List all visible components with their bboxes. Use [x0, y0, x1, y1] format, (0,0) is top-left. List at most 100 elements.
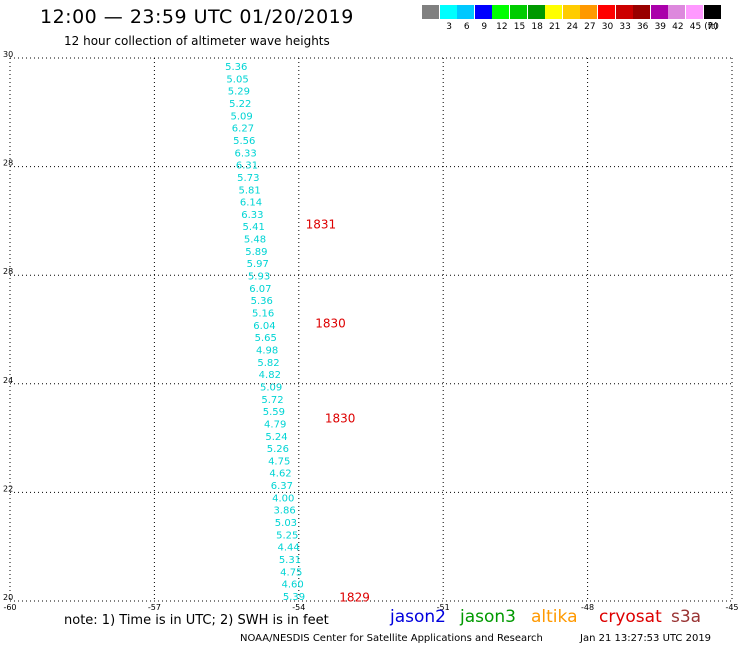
- scale-swatch: [686, 5, 703, 19]
- wave-height-value: 6.31: [236, 161, 258, 172]
- scale-swatch: [703, 5, 721, 19]
- wave-height-value: 6.33: [234, 148, 256, 159]
- wave-height-value: 4.79: [264, 419, 286, 430]
- lon-tick-label: -45: [725, 603, 738, 612]
- scale-tick-label: 6: [463, 22, 470, 32]
- satellite-legend-cryosat: cryosat: [599, 607, 662, 627]
- scale-swatch: [457, 5, 475, 19]
- scale-tick-label: 33: [619, 22, 631, 32]
- scale-tick-label: 70: [707, 22, 719, 32]
- wave-height-value: 4.00: [272, 493, 294, 504]
- wave-height-value: 5.16: [252, 309, 274, 320]
- wave-height-value: 5.97: [247, 259, 269, 270]
- scale-tick-label: 21: [548, 22, 561, 32]
- scale-tick-label: 18: [531, 22, 543, 32]
- pass-time-label: 1829: [339, 591, 370, 605]
- credit-line: NOAA/NESDIS Center for Satellite Applica…: [240, 633, 543, 644]
- satellite-legend-jason2: jason2: [390, 607, 446, 627]
- lon-tick-label: -48: [581, 603, 594, 612]
- wave-height-value: 5.56: [233, 136, 255, 147]
- wave-height-value: 5.59: [263, 407, 285, 418]
- wave-height-value: 5.48: [244, 235, 266, 246]
- scale-swatch: [615, 5, 633, 19]
- wave-height-value: 6.07: [249, 284, 271, 295]
- scale-swatch: [474, 5, 492, 19]
- scale-tick-label: 24: [566, 22, 579, 32]
- wave-height-value: 5.25: [276, 530, 298, 541]
- wave-height-value: 5.65: [255, 333, 277, 344]
- scale-tick-label: 30: [601, 22, 614, 32]
- wave-height-value: 5.26: [267, 444, 289, 455]
- wave-height-value: 5.29: [228, 87, 250, 98]
- wave-height-value: 4.98: [256, 345, 278, 356]
- wave-height-value: 3.86: [273, 506, 295, 517]
- scale-tick-label: 12: [496, 22, 508, 32]
- footer-note: note: 1) Time is in UTC; 2) SWH is in fe…: [64, 613, 329, 628]
- pass-time-label: 1831: [306, 218, 337, 232]
- wave-height-value: 5.09: [260, 382, 282, 393]
- page-title: 12:00 — 23:59 UTC 01/20/2019: [40, 6, 354, 28]
- scale-swatch: [580, 5, 598, 19]
- scale-swatch: [545, 5, 563, 19]
- scale-swatch: [633, 5, 651, 19]
- wave-height-value: 5.36: [225, 62, 247, 73]
- scale-swatch: [439, 5, 457, 19]
- scale-swatch: [510, 5, 527, 19]
- wave-height-value: 5.31: [279, 555, 301, 566]
- lat-tick-label: 30: [3, 50, 13, 59]
- lat-tick-label: 22: [3, 484, 13, 493]
- wave-height-value: 6.14: [240, 198, 262, 209]
- wave-height-value: 4.75: [280, 567, 302, 578]
- scale-swatch: [527, 5, 545, 19]
- scale-tick-label: 45: [689, 22, 702, 32]
- lat-tick-label: 28: [3, 267, 13, 276]
- wave-height-value: 4.44: [277, 543, 299, 554]
- wave-height-value: 6.33: [241, 210, 263, 221]
- scale-tick-label: 9: [481, 22, 488, 32]
- scale-swatch: [562, 5, 580, 19]
- wave-height-value: 5.82: [257, 358, 279, 369]
- satellite-legend-jason3: jason3: [460, 607, 516, 627]
- lon-tick-label: -51: [437, 603, 450, 612]
- scale-swatch: [668, 5, 686, 19]
- wave-height-value: 5.24: [265, 432, 287, 443]
- lat-tick-label: 20: [3, 593, 13, 602]
- wave-height-value: 4.60: [282, 580, 304, 591]
- scale-swatch: [650, 5, 668, 19]
- scale-unit-label: (ft): [704, 22, 718, 32]
- wave-height-value: 5.05: [226, 74, 248, 85]
- scale-tick-label: 27: [584, 22, 596, 32]
- lon-tick-label: -60: [3, 603, 16, 612]
- wave-height-value: 5.89: [245, 247, 267, 258]
- wave-height-value: 5.72: [261, 395, 283, 406]
- wave-height-value: 5.09: [230, 111, 252, 122]
- wave-height-value: 5.36: [251, 296, 273, 307]
- scale-tick-label: 42: [672, 22, 684, 32]
- wave-height-value: 5.41: [243, 222, 265, 233]
- wave-height-value: 6.04: [253, 321, 275, 332]
- lon-tick-label: -57: [148, 603, 161, 612]
- scale-swatch: [492, 5, 510, 19]
- scale-tick-label: 39: [654, 22, 667, 32]
- wave-height-value: 5.03: [275, 518, 297, 529]
- scale-tick-label: 15: [513, 22, 526, 32]
- wave-height-value: 4.75: [268, 456, 290, 467]
- wave-height-value: 5.81: [239, 185, 261, 196]
- wave-height-value: 6.27: [232, 124, 254, 135]
- wave-height-value: 6.37: [271, 481, 293, 492]
- page-subtitle: 12 hour collection of altimeter wave hei…: [64, 34, 330, 48]
- lat-tick-label: 28: [3, 159, 13, 168]
- wave-height-value: 4.62: [269, 469, 291, 480]
- pass-time-label: 1830: [315, 316, 346, 330]
- scale-swatch: [598, 5, 615, 19]
- generated-timestamp: Jan 21 13:27:53 UTC 2019: [580, 633, 712, 644]
- scale-tick-label: 3: [446, 22, 452, 32]
- wave-height-value: 5.73: [237, 173, 259, 184]
- scale-tick-label: 36: [636, 22, 649, 32]
- lon-tick-label: -54: [292, 603, 305, 612]
- wave-height-value: 5.22: [229, 99, 251, 110]
- wave-height-value: 5.93: [248, 272, 270, 283]
- satellite-legend-altika: altika: [531, 607, 578, 627]
